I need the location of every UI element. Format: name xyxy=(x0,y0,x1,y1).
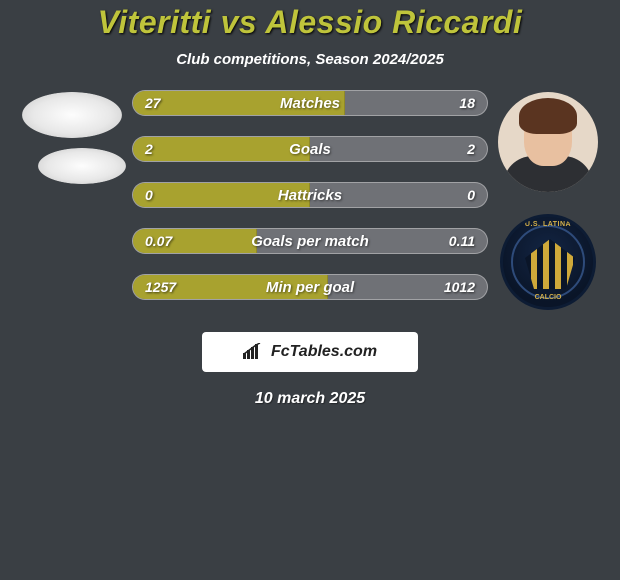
metric-left-value: 1257 xyxy=(145,275,176,299)
metric-left-value: 2 xyxy=(145,137,153,161)
badge-text-bottom: CALCIO xyxy=(503,294,593,301)
metric-bar: 0Hattricks0 xyxy=(132,182,488,208)
metric-bar: 27Matches18 xyxy=(132,90,488,116)
club-badge-placeholder xyxy=(38,148,126,184)
metric-bar: 1257Min per goal1012 xyxy=(132,274,488,300)
metric-bar: 2Goals2 xyxy=(132,136,488,162)
metric-right-value: 1012 xyxy=(444,275,475,299)
brand-label: FcTables.com xyxy=(271,343,377,361)
metric-left-value: 0 xyxy=(145,183,153,207)
metric-right-value: 18 xyxy=(459,91,475,115)
club-badge: U.S. LATINA CALCIO xyxy=(500,214,596,310)
metric-right-value: 2 xyxy=(467,137,475,161)
page-title: Viteritti vs Alessio Riccardi xyxy=(0,4,620,41)
player-avatar xyxy=(498,92,598,192)
comparison-body: 27Matches18 2Goals2 0Hattricks0 0.07Goals p… xyxy=(0,86,620,310)
brand-link[interactable]: FcTables.com xyxy=(202,332,418,372)
metric-left-value: 0.07 xyxy=(145,229,172,253)
badge-text-top: U.S. LATINA xyxy=(503,221,593,228)
metric-bar-fill xyxy=(133,183,310,207)
metrics-column: 27Matches18 2Goals2 0Hattricks0 0.07Goals p… xyxy=(132,86,488,300)
left-player-col xyxy=(12,86,132,194)
metric-right-value: 0.11 xyxy=(449,229,475,253)
subtitle: Club competitions, Season 2024/2025 xyxy=(0,51,620,68)
metric-bar: 0.07Goals per match0.11 xyxy=(132,228,488,254)
metric-bar-fill xyxy=(133,91,345,115)
comparison-card: Viteritti vs Alessio Riccardi Club compe… xyxy=(0,0,620,408)
metric-bar-fill xyxy=(133,137,310,161)
right-player-col: U.S. LATINA CALCIO xyxy=(488,86,608,310)
bar-chart-icon xyxy=(243,343,265,361)
player-avatar-placeholder xyxy=(22,92,122,138)
metric-right-value: 0 xyxy=(467,183,475,207)
comparison-date: 10 march 2025 xyxy=(0,390,620,408)
metric-left-value: 27 xyxy=(145,91,161,115)
